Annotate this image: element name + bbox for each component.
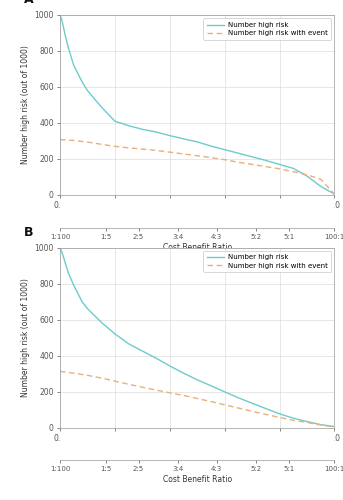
Text: A: A [24,0,34,6]
X-axis label: Cost Benefit Ratio: Cost Benefit Ratio [163,242,232,252]
X-axis label: Cost Benefit Ratio: Cost Benefit Ratio [163,475,232,484]
Legend: Number high risk, Number high risk with event: Number high risk, Number high risk with … [203,251,331,272]
Y-axis label: Number high risk (out of 1000): Number high risk (out of 1000) [21,46,30,164]
Y-axis label: Number high risk (out of 1000): Number high risk (out of 1000) [21,278,30,397]
Legend: Number high risk, Number high risk with event: Number high risk, Number high risk with … [203,18,331,40]
X-axis label: High Risk Threshold: High Risk Threshold [159,446,236,454]
Text: B: B [24,226,34,238]
X-axis label: High Risk Threshold: High Risk Threshold [159,213,236,222]
